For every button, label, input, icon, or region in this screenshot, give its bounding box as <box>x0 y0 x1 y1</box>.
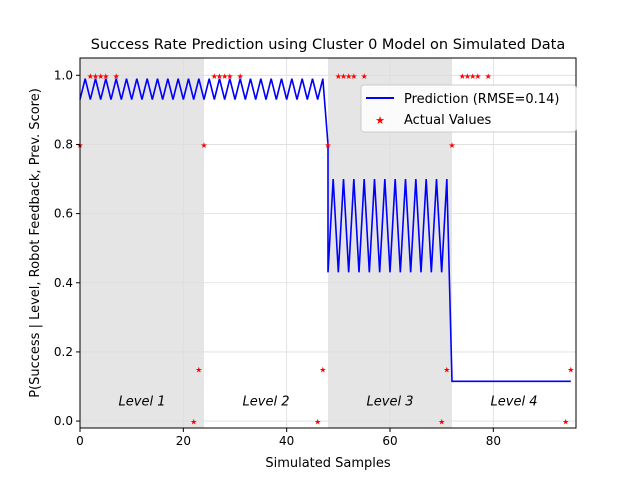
x-tick-label-4: 80 <box>486 434 501 448</box>
legend-box <box>360 84 577 133</box>
y-tick-label-3: 0.6 <box>54 207 73 221</box>
actual-value-point: ★ <box>226 72 233 81</box>
prediction-line-layer <box>79 78 571 383</box>
level-labels: Level 1 Level 2 Level 3 Level 4 <box>119 394 538 409</box>
actual-value-point: ★ <box>211 72 218 81</box>
x-tick-label-2: 40 <box>279 434 294 448</box>
level-label-4: Level 4 <box>491 394 538 409</box>
y-tick-label-5: 1.0 <box>54 68 73 82</box>
y-axis-label: P(Success | Level, Robot Feedback, Prev.… <box>28 88 43 398</box>
y-tick-label-1: 0.2 <box>54 345 73 359</box>
actual-value-point: ★ <box>314 418 321 427</box>
y-tick-label-0: 0.0 <box>54 414 73 428</box>
actual-value-point: ★ <box>350 72 357 81</box>
actual-value-point: ★ <box>485 72 492 81</box>
level-band-1 <box>80 58 204 428</box>
x-axis-label: Simulated Samples <box>265 456 391 471</box>
actual-value-point: ★ <box>190 418 197 427</box>
actual-value-point: ★ <box>195 366 202 375</box>
actual-value-point: ★ <box>200 141 207 150</box>
prediction-line <box>79 78 571 383</box>
actual-value-point: ★ <box>113 72 120 81</box>
actual-value-point: ★ <box>469 72 476 81</box>
actual-value-point: ★ <box>87 72 94 81</box>
legend-actual-label: Actual Values <box>404 113 492 128</box>
legend-actual-swatch: ★ <box>375 114 385 127</box>
y-axis-ticks: 0.0 0.2 0.4 0.6 0.8 1.0 <box>54 68 80 428</box>
actual-value-point: ★ <box>562 418 569 427</box>
x-tick-label-1: 20 <box>176 434 191 448</box>
actual-value-point: ★ <box>335 72 342 81</box>
level-label-3: Level 3 <box>367 394 414 409</box>
actual-value-point: ★ <box>459 72 466 81</box>
level-label-1: Level 1 <box>119 394 166 409</box>
actual-value-point: ★ <box>319 366 326 375</box>
x-tick-label-0: 0 <box>76 434 84 448</box>
actual-value-point: ★ <box>474 72 481 81</box>
x-tick-label-3: 60 <box>382 434 397 448</box>
actual-value-point: ★ <box>443 366 450 375</box>
legend-prediction-label: Prediction (RMSE=0.14) <box>404 92 559 107</box>
actual-value-point: ★ <box>567 366 574 375</box>
actual-value-point: ★ <box>97 72 104 81</box>
chart-title: Success Rate Prediction using Cluster 0 … <box>91 37 565 53</box>
plot-frame <box>79 57 577 429</box>
y-tick-label-4: 0.8 <box>54 137 73 151</box>
actual-value-point: ★ <box>340 72 347 81</box>
actual-value-point: ★ <box>221 72 228 81</box>
level-label-2: Level 2 <box>243 394 290 409</box>
actual-value-point: ★ <box>324 141 331 150</box>
actual-value-point: ★ <box>102 72 109 81</box>
y-tick-label-2: 0.4 <box>54 276 73 290</box>
actual-value-point: ★ <box>448 141 455 150</box>
actual-value-point: ★ <box>438 418 445 427</box>
actual-value-point: ★ <box>92 72 99 81</box>
actual-value-point: ★ <box>464 72 471 81</box>
actual-value-point: ★ <box>345 72 352 81</box>
actual-value-point: ★ <box>237 72 244 81</box>
actual-value-point: ★ <box>216 72 223 81</box>
legend: Prediction (RMSE=0.14) ★ Actual Values <box>360 84 577 133</box>
actual-value-point: ★ <box>361 72 368 81</box>
x-axis-ticks: 0 20 40 60 80 <box>76 428 501 448</box>
